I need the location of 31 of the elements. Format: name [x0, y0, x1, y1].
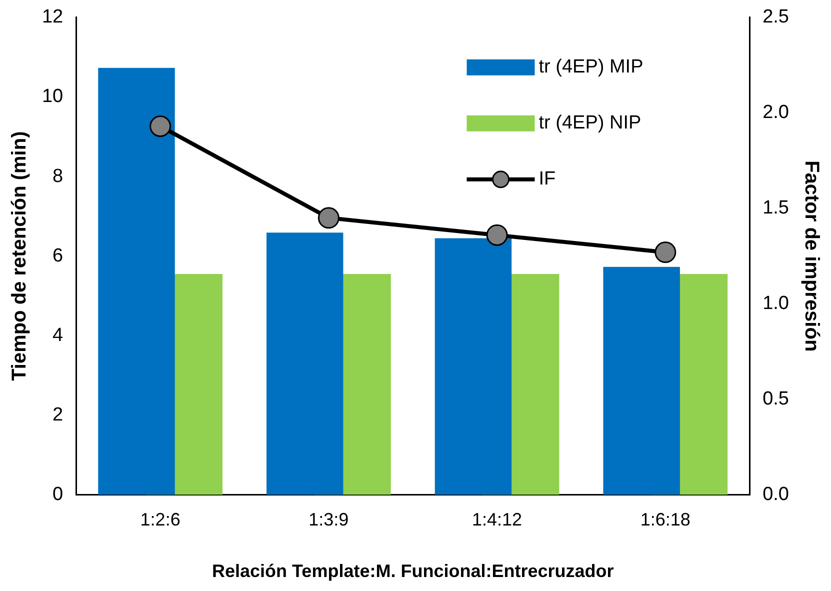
x-axis-title: Relación Template:M. Funcional:Entrecruzador — [212, 561, 614, 582]
x-tick-label: 1:6:18 — [640, 510, 690, 530]
x-tick-label: 1:3:9 — [308, 510, 349, 530]
y-tick-label: 0 — [52, 484, 64, 506]
y2-tick-label: 0.0 — [762, 484, 790, 506]
bar — [603, 266, 680, 495]
point — [318, 207, 340, 229]
y-tick-label: 6 — [52, 245, 64, 266]
y2-tick-label: 2.0 — [762, 102, 790, 124]
y-tick-label: 10 — [42, 86, 64, 108]
point — [654, 242, 676, 264]
bar — [98, 68, 175, 495]
y2-tick-label: 1.5 — [762, 198, 790, 219]
point — [150, 115, 172, 137]
y-tick-label: 4 — [52, 324, 64, 346]
y2-tick-label: 0.5 — [762, 388, 790, 410]
point — [486, 224, 508, 246]
y2-tick-label: 2.5 — [762, 6, 790, 28]
y-tick-label: 8 — [52, 166, 64, 187]
y2-tick-label: 1.0 — [762, 293, 790, 314]
x-tick-label: 1:4:12 — [472, 510, 522, 530]
bar — [266, 232, 344, 495]
legend-label: tr (4EP) MIP — [538, 56, 644, 78]
y-tick-label: 12 — [42, 6, 64, 28]
x-tick-label: 1:2:6 — [140, 510, 180, 530]
y2-axis-title: Factor de impresión — [800, 160, 822, 352]
legend-label: IF — [538, 168, 556, 190]
y-axis-title: Tiempo de retención (min) — [8, 131, 31, 381]
legend-label: tr (4EP) NIP — [538, 112, 642, 134]
bar — [434, 238, 512, 495]
y-tick-label: 2 — [52, 404, 64, 426]
